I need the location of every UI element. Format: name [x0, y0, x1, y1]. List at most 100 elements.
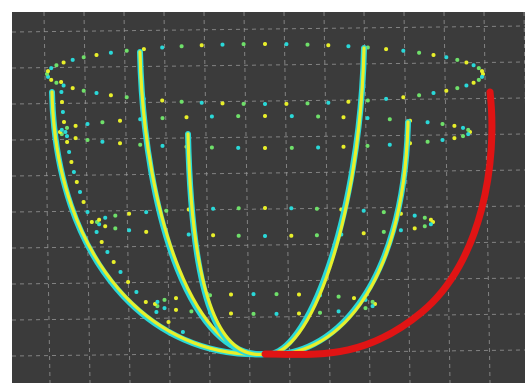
ring-dot-rim: [431, 91, 436, 95]
ring-dot-rim: [455, 57, 460, 62]
ring-dot-rim: [480, 69, 484, 74]
grid-line-horizontal: [12, 313, 525, 321]
ring-dot-middle: [289, 233, 294, 238]
ring-dot-lower: [162, 297, 167, 302]
ring-dot-lower: [162, 306, 167, 311]
wall-dot-left: [59, 90, 64, 94]
ring-dot-upper: [118, 141, 122, 146]
ring-dot-upper: [365, 143, 370, 148]
ring-dot-middle: [314, 233, 319, 238]
ring-dot-middle: [361, 208, 366, 213]
ring-dot-lower: [174, 307, 178, 312]
ring-dot-lower: [318, 310, 322, 315]
grid-line-vertical: [43, 12, 51, 383]
ring-dot-lower: [370, 304, 375, 309]
ring-dot-upper: [100, 120, 105, 125]
ring-dot-upper: [73, 123, 78, 128]
ring-dot-rim: [326, 43, 331, 48]
ring-dot-upper: [160, 143, 165, 148]
wall-dot-left: [85, 210, 90, 214]
wall-dot-left: [166, 320, 171, 324]
ring-dot-upper: [316, 114, 321, 119]
ring-dot-middle: [412, 226, 417, 231]
ring-dot-lower: [274, 292, 279, 297]
ring-dot-lower: [251, 292, 256, 297]
ring-dot-upper: [263, 114, 267, 118]
3d-viewport: [12, 12, 525, 383]
ring-dot-rim: [49, 77, 54, 82]
ring-dot-middle: [314, 206, 319, 211]
wall-dot-left: [59, 80, 64, 84]
ring-dot-rim: [284, 101, 289, 106]
wall-dot-left: [154, 310, 159, 314]
ring-dot-upper: [289, 145, 294, 150]
ring-dot-rim: [94, 91, 99, 95]
ring-dot-rim: [160, 45, 165, 50]
ring-dot-rim: [401, 95, 406, 100]
ring-dot-rim: [199, 100, 204, 105]
ring-dot-middle: [113, 226, 118, 231]
ring-dot-rim: [241, 101, 246, 106]
ring-dot-upper: [289, 114, 294, 119]
ring-dot-lower: [363, 306, 368, 311]
ring-dot-lower: [229, 292, 233, 297]
ring-dot-rim: [455, 86, 460, 91]
ring-dot-middle: [289, 206, 294, 211]
grid-line-horizontal: [12, 241, 525, 249]
ring-dot-rim: [365, 98, 370, 103]
ring-dot-rim: [263, 102, 267, 106]
ring-dot-rim: [444, 88, 449, 93]
meridian-left-outer-shadow: [49, 89, 268, 358]
ring-dot-rim: [471, 80, 476, 85]
ring-dot-rim: [54, 80, 59, 85]
ring-dot-rim: [464, 60, 469, 65]
ring-dot-upper: [85, 138, 90, 142]
ring-dot-rim: [108, 50, 113, 55]
ring-dot-upper: [341, 144, 346, 149]
meridian-left-front-shadow: [185, 131, 268, 358]
grid-line-horizontal: [12, 61, 525, 69]
ring-dot-rim: [46, 69, 50, 74]
ring-dot-upper: [387, 117, 392, 122]
ring-dot-lower: [174, 296, 178, 301]
ring-dot-upper: [387, 142, 392, 147]
ring-dot-upper: [365, 116, 370, 121]
ring-dot-lower: [352, 296, 356, 301]
ring-dot-rim: [476, 66, 481, 71]
ring-dot-upper: [85, 122, 90, 126]
ring-dot-middle: [103, 224, 108, 229]
ring-dot-rim: [70, 57, 75, 62]
wireframe-scene: [12, 12, 525, 383]
grid-line-horizontal: [12, 277, 525, 285]
wall-dot-left: [134, 290, 139, 294]
wall-dot-left: [143, 300, 148, 304]
wall-dot-left: [69, 160, 74, 164]
wall-dot-left: [60, 100, 64, 104]
ring-dot-middle: [144, 210, 149, 215]
ring-dot-rim: [94, 53, 99, 57]
meridian-right-back: [263, 46, 366, 356]
ring-dot-lower: [297, 311, 301, 316]
grid-line-horizontal: [12, 133, 525, 141]
background-grid: [12, 12, 525, 383]
ring-dot-upper: [461, 125, 465, 130]
ring-dot-middle: [186, 232, 191, 237]
ring-dot-rim: [305, 42, 310, 47]
ring-dot-middle: [422, 215, 427, 220]
wall-dot-left: [60, 110, 65, 114]
ring-dot-rim: [54, 63, 59, 68]
ring-dot-upper: [138, 142, 143, 147]
ring-dot-middle: [381, 210, 386, 215]
ring-dot-rim: [61, 60, 66, 65]
ring-dot-upper: [236, 114, 241, 119]
ring-dot-rim: [160, 98, 165, 103]
wall-dot-left: [99, 240, 104, 244]
wall-dot-left: [89, 220, 94, 224]
wall-dot-left: [78, 190, 82, 194]
grid-line-vertical: [123, 12, 131, 383]
grid-line-horizontal: [12, 97, 525, 105]
ring-dot-upper: [160, 116, 165, 121]
ring-dot-rim: [444, 55, 449, 60]
wall-dot-left: [94, 230, 99, 234]
